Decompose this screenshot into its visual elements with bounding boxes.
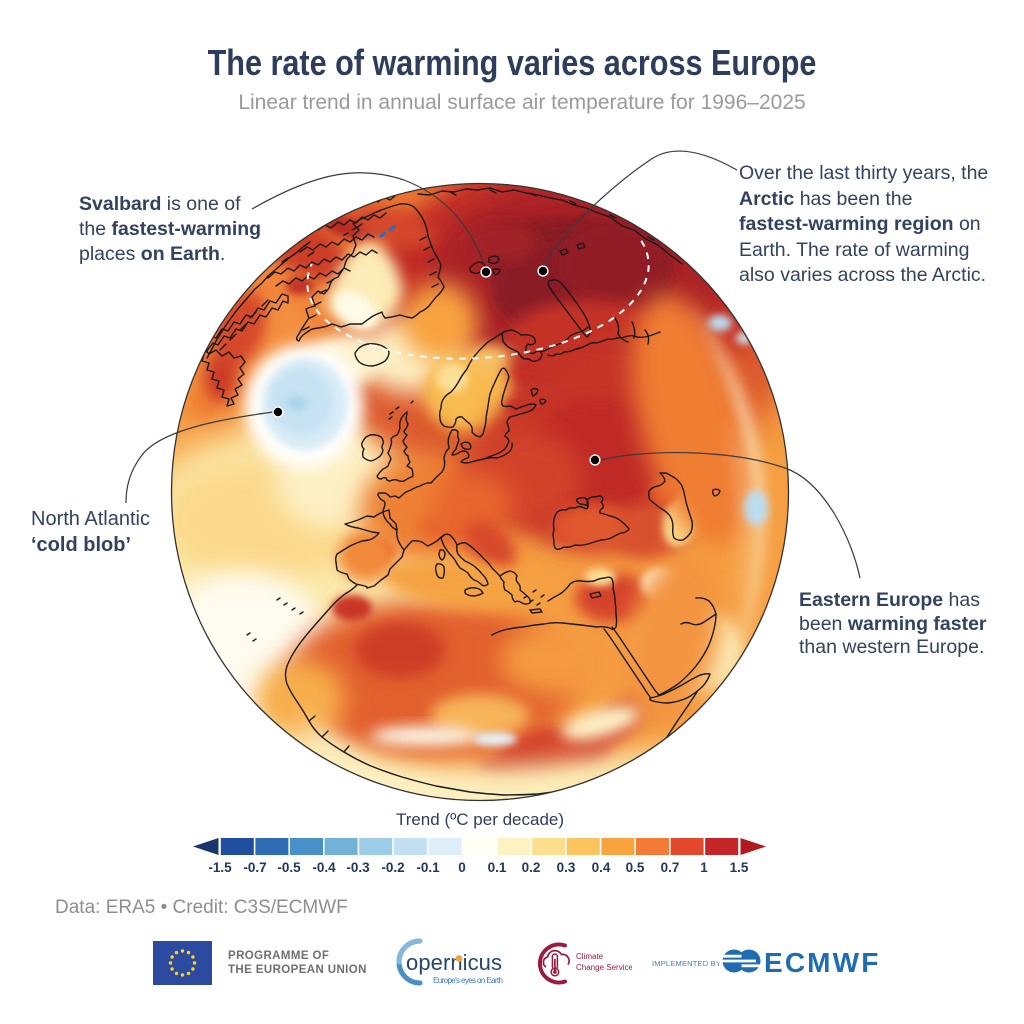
svg-text:opernicus: opernicus — [406, 950, 502, 975]
svg-text:Europe's eyes on Earth: Europe's eyes on Earth — [433, 976, 503, 985]
svg-text:Climate: Climate — [576, 952, 604, 961]
svg-text:Change Service: Change Service — [576, 963, 632, 972]
svg-text:ECMWF: ECMWF — [764, 948, 878, 978]
